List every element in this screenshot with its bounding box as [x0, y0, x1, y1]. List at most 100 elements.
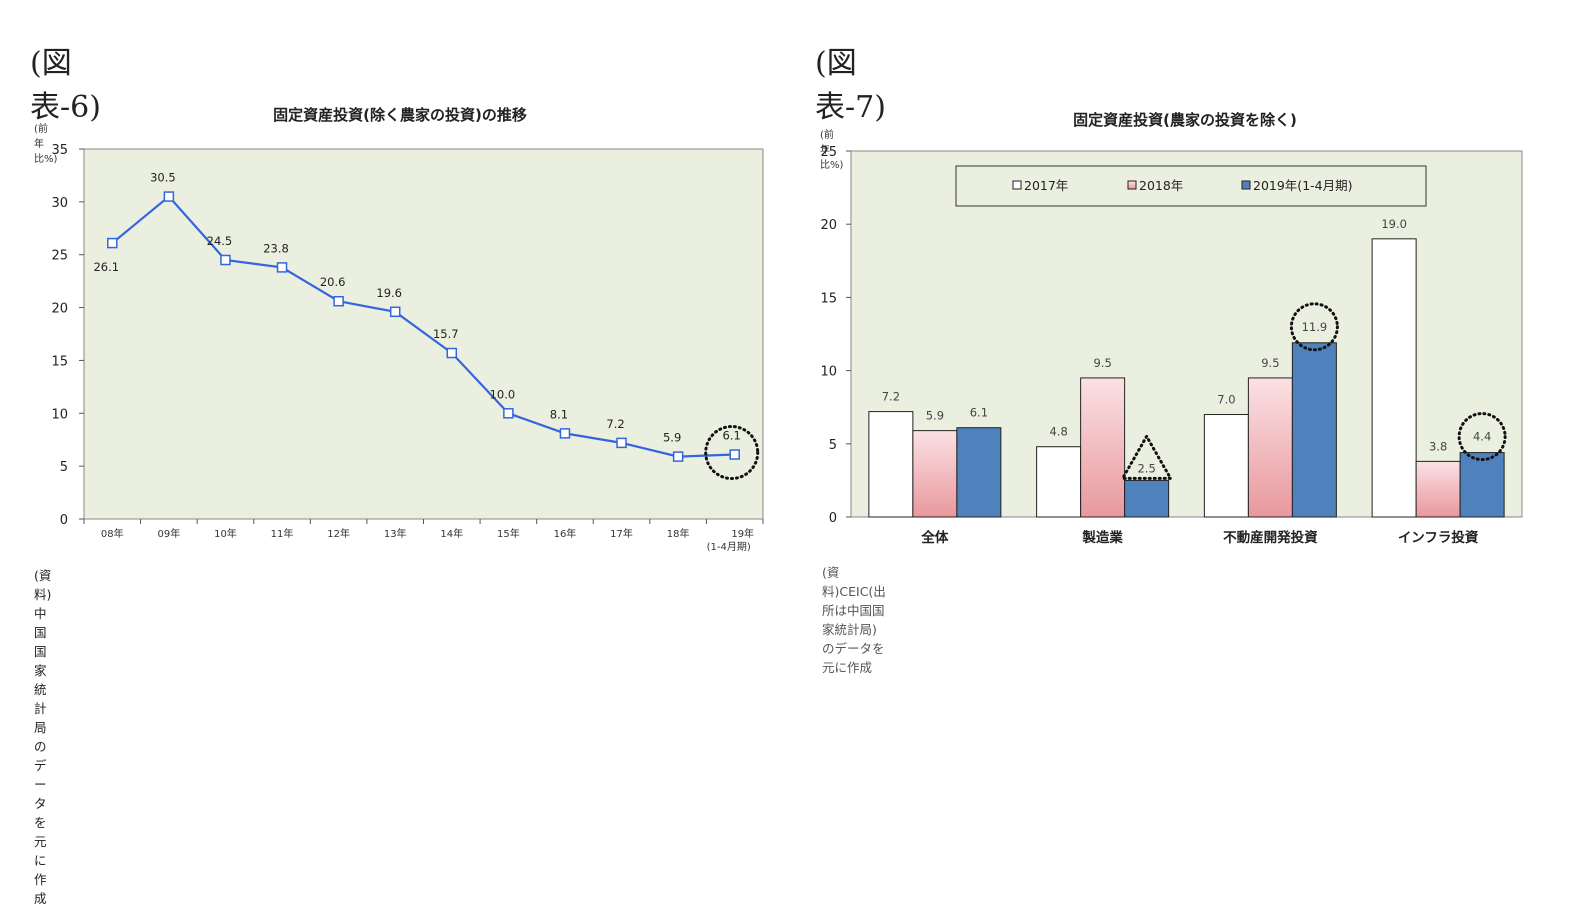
line-chart-unit: (前年比%)	[34, 124, 58, 165]
series-line	[111, 195, 735, 458]
data-label: 3.8	[1429, 439, 1447, 453]
data-label: 2.5	[1137, 461, 1155, 475]
line-chart-title: 固定資産投資(除く農家の投資)の推移	[273, 106, 527, 124]
bar	[1247, 377, 1293, 518]
x-tick-label: 09年	[158, 527, 181, 540]
y-tick-label: 25	[51, 249, 68, 264]
x-tick-label: 17年	[610, 527, 633, 540]
data-point	[220, 254, 231, 266]
highlight-circle	[1457, 412, 1507, 462]
legend-swatch	[1012, 180, 1022, 190]
data-label: 19.6	[376, 286, 402, 300]
y-tick-label: 15	[51, 354, 68, 369]
y-tick-label: 0	[829, 511, 837, 526]
y-tick-label: 30	[51, 196, 68, 211]
data-label: 5.9	[663, 431, 681, 445]
x-tick-label: 13年	[384, 527, 407, 540]
data-label: 24.5	[207, 234, 233, 248]
x-tick-label: 11年	[271, 527, 294, 540]
x-tick-label: 15年	[497, 527, 520, 540]
bar	[1415, 460, 1461, 518]
bar	[1371, 238, 1417, 518]
data-label: 8.1	[550, 407, 568, 421]
data-label: 7.2	[882, 390, 900, 404]
data-point	[672, 451, 684, 462]
x-tick-label: 08年	[101, 527, 124, 540]
y-tick-label: 5	[60, 460, 68, 475]
y-tick-label: 35	[51, 143, 68, 158]
bar	[1124, 479, 1170, 518]
bar-chart: 0 5 10 15 20 25 全体 7.2 5.9 6.1 製造業 4.8 9.5 2.5 不動産開発投資…	[820, 145, 1523, 546]
highlight-triangle	[1120, 433, 1174, 480]
bar	[1203, 414, 1249, 518]
data-label: 19.0	[1381, 217, 1407, 231]
data-point	[163, 191, 175, 202]
data-label: 4.4	[1473, 430, 1491, 444]
highlight-circle	[1289, 302, 1339, 352]
data-label: 7.0	[1217, 393, 1235, 407]
data-label: 5.9	[926, 409, 944, 423]
highlight-circle	[704, 425, 760, 481]
figure-label-7: (図表-7)	[815, 46, 886, 125]
x-tick-label: 18年	[667, 527, 690, 540]
data-label: 9.5	[1093, 356, 1111, 370]
data-point	[559, 428, 571, 439]
data-label: 26.1	[93, 260, 119, 274]
y-tick-label: 20	[51, 302, 68, 317]
data-label: 9.5	[1261, 356, 1279, 370]
data-point	[446, 347, 458, 359]
line-plot-area	[83, 148, 764, 520]
bar	[1459, 452, 1505, 518]
bar	[1291, 342, 1337, 518]
x-tick-label: 12年	[327, 527, 350, 540]
y-tick-label: 10	[820, 365, 837, 380]
data-label: 6.1	[723, 429, 741, 443]
data-label: 23.8	[263, 241, 289, 255]
legend-label: 2019年(1-4月期)	[1253, 178, 1352, 193]
y-tick-label: 15	[820, 291, 837, 306]
data-label: 30.5	[150, 171, 176, 185]
category-label: 製造業	[1081, 529, 1123, 546]
data-label: 11.9	[1302, 320, 1328, 334]
legend-box	[955, 165, 1427, 207]
data-point	[276, 262, 288, 273]
category-label: 全体	[920, 529, 949, 546]
legend-swatch	[1241, 180, 1251, 190]
x-tick-label: 19年	[731, 527, 754, 540]
bar	[868, 411, 914, 518]
data-point	[389, 306, 401, 318]
y-tick-label: 20	[820, 218, 837, 233]
y-tick-label: 5	[829, 438, 837, 453]
line-chart-source: (資料)中国国家統計局のデータを元に作成	[34, 568, 52, 906]
bar-chart-source: (資料)CEIC(出所は中国国家統計局)のデータを元に作成	[822, 565, 886, 675]
y-tick-label: 10	[51, 407, 68, 422]
bar-chart-title: 固定資産投資(農家の投資を除く)	[1073, 111, 1297, 129]
data-label: 7.2	[606, 417, 624, 431]
x-tick-label: 10年	[214, 527, 237, 540]
y-tick-label: 25	[820, 145, 837, 160]
bar	[956, 427, 1002, 518]
bar	[1080, 377, 1126, 518]
data-point	[107, 237, 118, 249]
category-label: インフラ投資	[1398, 529, 1479, 546]
figure-label-6: (図表-6)	[30, 46, 101, 125]
legend-label: 2018年	[1139, 178, 1183, 193]
x-tick-label: 16年	[554, 527, 577, 540]
data-point	[333, 295, 344, 307]
y-tick-label: 0	[60, 513, 68, 528]
data-label: 20.6	[320, 275, 346, 289]
legend-label: 2017年	[1024, 178, 1068, 193]
bar-chart-unit: (前年比%)	[820, 130, 844, 171]
bar	[1036, 446, 1082, 518]
category-label: 不動産開発投資	[1223, 529, 1318, 546]
line-chart: 0 5 10 15 20 25 30 35 08年 09年 10年 11年 12年 13年 14年 15年 16…	[51, 143, 764, 553]
data-label: 15.7	[433, 327, 459, 341]
legend-swatch	[1127, 180, 1137, 190]
data-point	[503, 408, 514, 419]
x-tick-label: (1-4月期)	[707, 541, 751, 553]
data-label: 10.0	[490, 387, 516, 401]
data-label: 6.1	[970, 406, 988, 420]
data-point	[616, 437, 627, 449]
x-tick-label: 14年	[440, 527, 463, 540]
bar	[912, 430, 958, 518]
